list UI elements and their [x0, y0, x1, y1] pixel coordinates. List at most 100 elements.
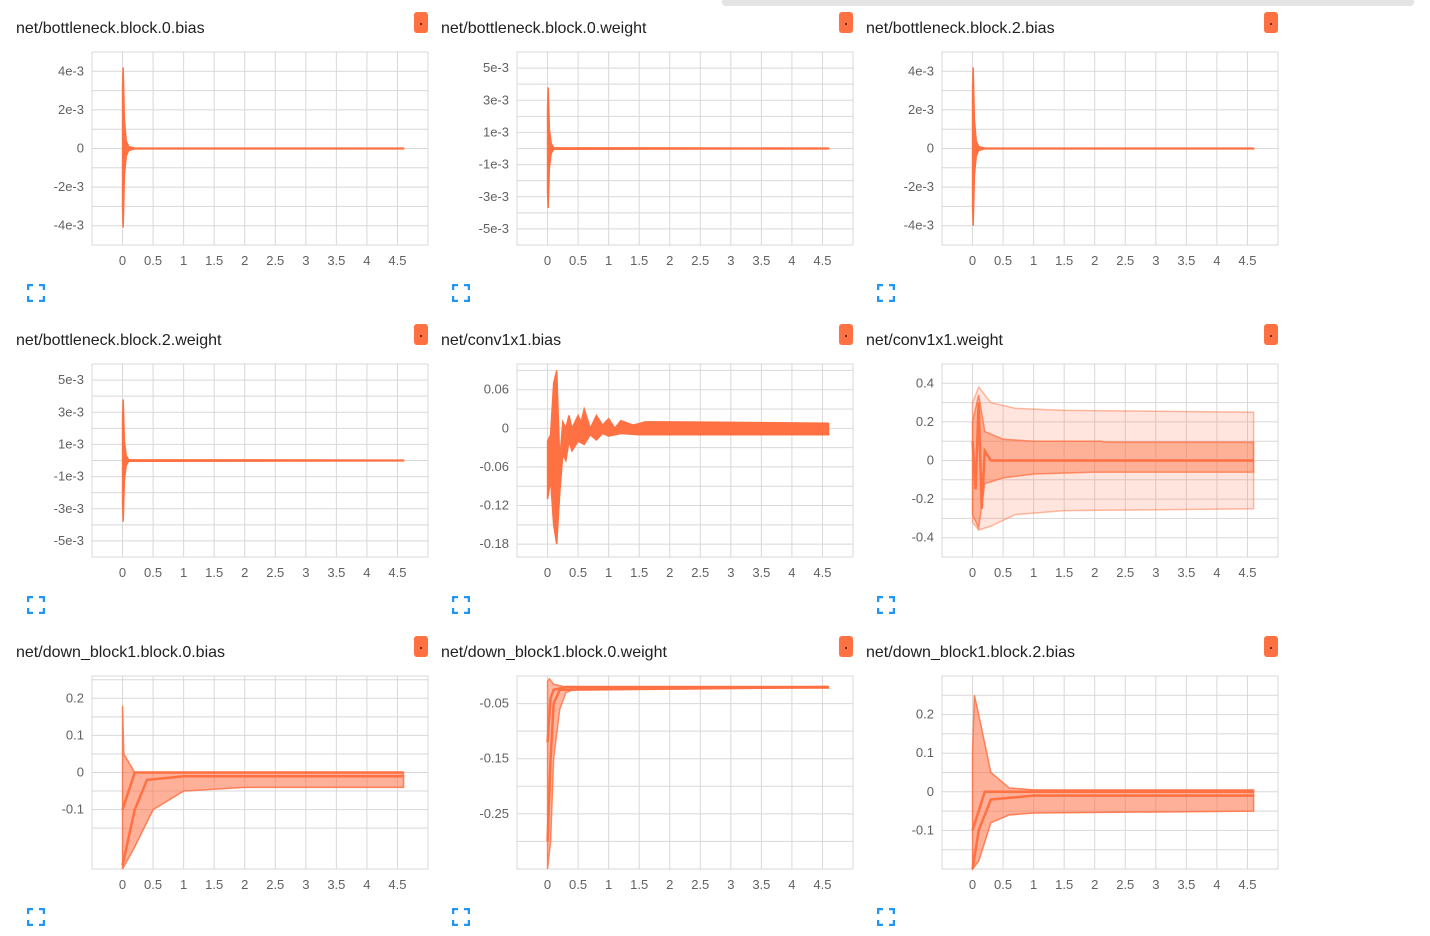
series-line [121, 771, 404, 811]
line-chart[interactable]: -0.05 -0.15 -0.25 0 0.5 1 1.5 2 2.5 3 3.5 4 4.5 [425, 664, 855, 914]
dots-menu-icon[interactable] [1264, 636, 1278, 657]
x-tick-label: 0.5 [994, 877, 1012, 892]
y-tick-label: 0.2 [66, 690, 84, 705]
scrollbar-track[interactable] [722, 0, 1414, 6]
fullscreen-expand-icon[interactable] [27, 284, 45, 302]
distribution-band [121, 705, 405, 870]
line-chart[interactable]: 5e-3 3e-3 1e-3 -1e-3 -3e-3 -5e-3 0 0.5 1 1.5 2 2.5 3… [425, 40, 855, 290]
x-tick-label: 1.5 [1055, 877, 1073, 892]
distribution-band [546, 677, 830, 870]
line-chart[interactable]: 0.2 0.1 0 -0.1 0 0.5 1 1.5 2 2.5 3 3.5 4 4.5 [850, 664, 1280, 914]
x-tick-label: 1.5 [205, 565, 223, 580]
fullscreen-expand-icon[interactable] [452, 596, 470, 614]
y-tick-label: 0.2 [916, 707, 934, 722]
line-chart[interactable]: 0.2 0.1 0 -0.1 0 0.5 1 1.5 2 2.5 3 3.5 4 4.5 [0, 664, 430, 914]
y-tick-label: -1e-3 [54, 469, 84, 484]
x-tick-label: 0 [544, 877, 551, 892]
x-tick-label: 1 [605, 253, 612, 268]
x-tick-label: 4.5 [813, 253, 831, 268]
dots-menu-icon[interactable] [414, 324, 428, 345]
x-tick-label: 2 [666, 253, 673, 268]
dots-menu-icon[interactable] [1264, 324, 1278, 345]
series-line [546, 685, 829, 743]
fullscreen-expand-icon[interactable] [877, 284, 895, 302]
y-tick-label: 0 [77, 141, 84, 156]
x-tick-label: 3.5 [1177, 565, 1195, 580]
plot-frame [516, 363, 854, 558]
x-tick-label: 1 [1030, 565, 1037, 580]
chart-title: net/conv1x1.weight [866, 332, 1003, 349]
y-tick-label: 5e-3 [483, 60, 509, 75]
x-tick-label: 1.5 [205, 253, 223, 268]
distribution-band [546, 87, 830, 209]
fullscreen-expand-icon[interactable] [27, 908, 45, 926]
x-tick-label: 1.5 [1055, 565, 1073, 580]
x-tick-label: 3 [302, 565, 309, 580]
x-tick-label: 4.5 [813, 877, 831, 892]
x-tick-label: 0.5 [569, 877, 587, 892]
line-chart[interactable]: 4e-3 2e-3 0 -2e-3 -4e-3 0 0.5 1 1.5 2 2.5 3 3.5 4 4.5 [850, 40, 1280, 290]
dots-menu-icon[interactable] [414, 12, 428, 33]
x-tick-label: 0.5 [569, 565, 587, 580]
x-tick-label: 3 [302, 877, 309, 892]
x-tick-label: 4 [1213, 565, 1220, 580]
distribution-band [971, 695, 1255, 872]
fullscreen-expand-icon[interactable] [877, 908, 895, 926]
fullscreen-expand-icon[interactable] [27, 596, 45, 614]
dots-menu-icon[interactable] [839, 636, 853, 657]
dots-menu-icon[interactable] [1264, 12, 1278, 33]
x-tick-label: 3 [1152, 253, 1159, 268]
x-tick-label: 0.5 [994, 565, 1012, 580]
x-tick-label: 4 [788, 565, 795, 580]
scalar-chart-card: net/down_block1.block.0.bias 0.2 0.1 0 -0.1 0… [0, 624, 429, 936]
x-tick-label: 2 [241, 877, 248, 892]
x-tick-label: 1.5 [630, 877, 648, 892]
y-tick-label: 1e-3 [58, 436, 84, 451]
x-tick-label: 2.5 [691, 877, 709, 892]
x-tick-label: 4.5 [388, 877, 406, 892]
chart-title: net/down_block1.block.2.bias [866, 644, 1076, 661]
dots-menu-icon[interactable] [414, 636, 428, 657]
x-tick-label: 0 [544, 565, 551, 580]
x-tick-label: 2.5 [266, 565, 284, 580]
scalar-chart-card: net/conv1x1.weight 0.4 0.2 0 -0.2 -0.4 0 0.5 1 1.… [850, 312, 1279, 624]
x-tick-label: 2.5 [1116, 877, 1134, 892]
scalar-chart-card: net/bottleneck.block.2.bias 4e-3 2e-3 0 -2e-… [850, 0, 1279, 312]
y-tick-label: -0.15 [479, 751, 509, 766]
fullscreen-expand-icon[interactable] [877, 596, 895, 614]
y-tick-label: -0.12 [479, 498, 509, 513]
x-tick-label: 4.5 [1238, 253, 1256, 268]
fullscreen-expand-icon[interactable] [452, 908, 470, 926]
line-chart[interactable]: 0.4 0.2 0 -0.2 -0.4 0 0.5 1 1.5 2 2.5 3 3.5 4 4.5 [850, 352, 1280, 602]
x-tick-label: 0 [544, 253, 551, 268]
x-tick-label: 1 [605, 877, 612, 892]
y-tick-label: 0.4 [916, 375, 934, 390]
x-tick-label: 1.5 [205, 877, 223, 892]
x-tick-label: 3.5 [1177, 877, 1195, 892]
x-tick-label: 0 [969, 253, 976, 268]
line-chart[interactable]: 5e-3 3e-3 1e-3 -1e-3 -3e-3 -5e-3 0 0.5 1 1.5 2 2.5 3… [0, 352, 430, 602]
x-tick-label: 0 [969, 877, 976, 892]
dots-menu-icon[interactable] [839, 12, 853, 33]
x-tick-label: 1 [180, 253, 187, 268]
scalar-chart-card: net/down_block1.block.0.weight -0.05 -0.15… [425, 624, 854, 936]
y-tick-label: 0.1 [916, 745, 934, 760]
x-tick-label: 2 [241, 253, 248, 268]
y-tick-label: -0.2 [912, 491, 934, 506]
plot-frame [91, 363, 429, 558]
x-tick-label: 2 [1091, 877, 1098, 892]
dots-menu-icon[interactable] [839, 324, 853, 345]
plot-frame [91, 51, 429, 246]
y-tick-label: -2e-3 [904, 179, 934, 194]
line-chart[interactable]: 0.06 0 -0.06 -0.12 -0.18 0 0.5 1 1.5 2 2.5 3 3.5 4 4.5 [425, 352, 855, 602]
y-tick-label: -3e-3 [479, 189, 509, 204]
line-chart[interactable]: 4e-3 2e-3 0 -2e-3 -4e-3 0 0.5 1 1.5 2 2.5 3 3.5 4 4.5 [0, 40, 430, 290]
y-tick-label: 0 [927, 784, 934, 799]
x-tick-label: 3 [1152, 565, 1159, 580]
scalar-chart-card: net/conv1x1.bias 0.06 0 -0.06 -0.12 -0.18 0 0.5… [425, 312, 854, 624]
x-tick-label: 0 [119, 565, 126, 580]
x-tick-label: 1 [180, 877, 187, 892]
x-tick-label: 4.5 [1238, 877, 1256, 892]
fullscreen-expand-icon[interactable] [452, 284, 470, 302]
x-tick-label: 1.5 [630, 565, 648, 580]
